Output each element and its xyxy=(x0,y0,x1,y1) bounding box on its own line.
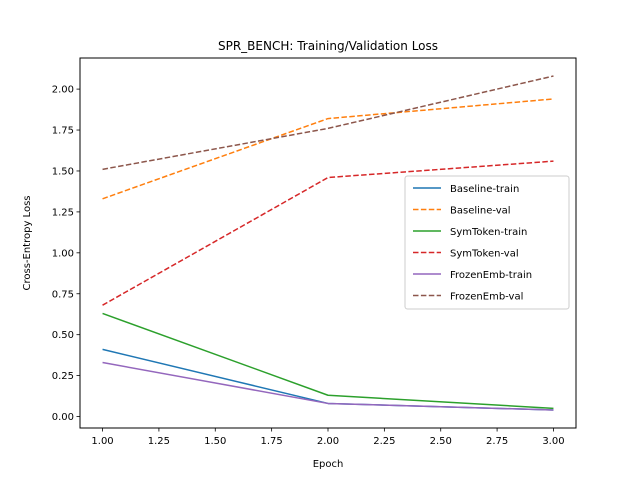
y-tick-label: 0.50 xyxy=(52,330,74,341)
chart-title: SPR_BENCH: Training/Validation Loss xyxy=(218,39,438,53)
x-axis-label: Epoch xyxy=(313,459,344,470)
legend-label: SymToken-val xyxy=(450,249,519,260)
legend-label: Baseline-train xyxy=(450,184,519,195)
y-tick-label: 0.75 xyxy=(52,289,74,300)
y-tick-label: 0.00 xyxy=(52,412,74,423)
y-tick-label: 0.25 xyxy=(52,371,74,382)
x-tick-label: 3.00 xyxy=(542,436,564,447)
y-tick-label: 1.75 xyxy=(52,126,74,137)
legend-label: SymToken-train xyxy=(450,227,527,238)
y-tick-label: 1.25 xyxy=(52,207,74,218)
x-tick-label: 2.75 xyxy=(486,436,508,447)
legend: Baseline-train Baseline-val SymToken-train… xyxy=(404,175,570,310)
x-tick-label: 1.75 xyxy=(261,436,283,447)
x-tick-label: 2.00 xyxy=(317,436,339,447)
y-tick-label: 2.00 xyxy=(52,85,74,96)
plot-area: 1.00 1.25 1.50 1.75 2.00 2.25 2.50 2.75 3.00 0.0… xyxy=(52,57,577,447)
x-axis-ticks: 1.00 1.25 1.50 1.75 2.00 2.25 2.50 2.75 3.00 xyxy=(91,428,565,447)
x-tick-label: 2.25 xyxy=(373,436,395,447)
legend-label: FrozenEmb-train xyxy=(450,270,532,281)
y-axis-label: Cross-Entropy Loss xyxy=(22,196,33,291)
y-tick-label: 1.50 xyxy=(52,166,74,177)
x-tick-label: 1.00 xyxy=(91,436,113,447)
x-tick-label: 2.50 xyxy=(430,436,452,447)
series-group xyxy=(102,75,554,411)
x-tick-label: 1.50 xyxy=(204,436,226,447)
x-tick-label: 1.25 xyxy=(148,436,170,447)
y-axis-ticks: 0.00 0.25 0.50 0.75 1.00 1.25 1.50 1.75 2.00 xyxy=(52,85,80,423)
legend-label: FrozenEmb-val xyxy=(450,292,523,303)
legend-label: Baseline-val xyxy=(450,206,511,217)
y-tick-label: 1.00 xyxy=(52,248,74,259)
legend-box xyxy=(404,175,570,310)
